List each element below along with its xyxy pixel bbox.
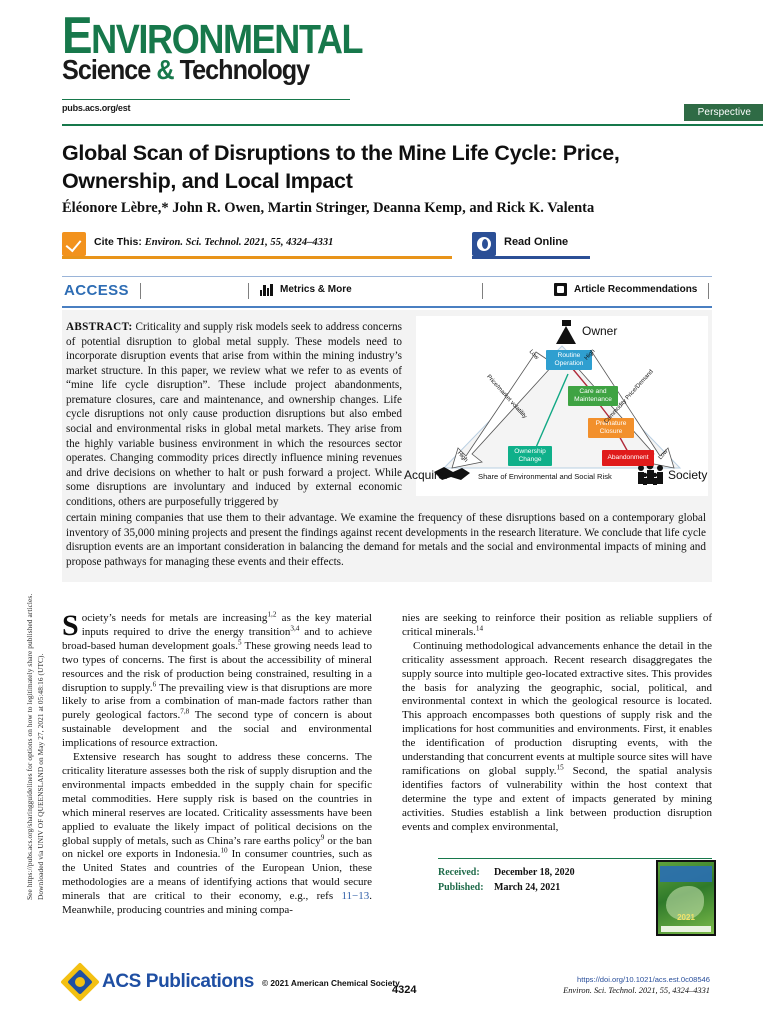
cite-this-text: Cite This: Environ. Sci. Technol. 2021, … bbox=[94, 236, 333, 248]
cite-this-citation: Environ. Sci. Technol. 2021, 55, 4324–43… bbox=[144, 237, 334, 248]
journal-logo-capital: E bbox=[62, 7, 93, 65]
received-label: Received: bbox=[438, 867, 480, 878]
metrics-more-link[interactable]: Metrics & More bbox=[280, 284, 352, 295]
author-list: Éléonore Lèbre,* John R. Owen, Martin St… bbox=[62, 200, 595, 216]
access-link[interactable]: ACCESS bbox=[64, 282, 129, 299]
body-right-paragraph-1: nies are seeking to reinforce their posi… bbox=[402, 612, 712, 638]
received-value: December 18, 2020 bbox=[494, 867, 575, 878]
cite-this-label: Cite This: bbox=[94, 236, 142, 248]
figure-node-routine-operation: Routine Operation bbox=[546, 350, 592, 370]
article-recommendations-link[interactable]: Article Recommendations bbox=[574, 284, 698, 295]
graphical-abstract: Owner Acquirer Society Share of Environm… bbox=[404, 316, 708, 496]
cover-title-band bbox=[660, 866, 712, 882]
received-row: Received: December 18, 2020 bbox=[438, 866, 718, 881]
page-title: Global Scan of Disruptions to the Mine L… bbox=[62, 141, 620, 193]
body-left-paragraph-2: Extensive research has sought to address… bbox=[62, 751, 373, 917]
paragraph: Extensive research has sought to address… bbox=[62, 751, 372, 918]
access-divider-1 bbox=[140, 283, 141, 299]
doi-link[interactable]: https://doi.org/10.1021/acs.est.0c08546 bbox=[577, 975, 710, 984]
recommendations-icon bbox=[554, 283, 567, 296]
metrics-icon bbox=[260, 284, 273, 296]
acs-publications-label: ACS Publications bbox=[102, 971, 254, 992]
abstract-part-1: Criticality and supply risk models seek … bbox=[66, 321, 402, 508]
paragraph: nies are seeking to reinforce their posi… bbox=[402, 612, 712, 640]
dates-rule bbox=[438, 858, 712, 859]
cover-year: 2021 bbox=[677, 913, 695, 922]
figure-node-ownership-change: Ownership Change bbox=[508, 446, 552, 466]
header-rule bbox=[62, 124, 763, 126]
graphical-abstract-diagram: Owner Acquirer Society Share of Environm… bbox=[404, 316, 708, 496]
paragraph: Continuing methodological advancements e… bbox=[402, 640, 712, 835]
figure-label-acquirer: Acquirer bbox=[404, 468, 449, 482]
journal-logo-rest: NVIRONMENTAL bbox=[91, 16, 363, 62]
acs-publications-logo: ACS Publications bbox=[60, 962, 254, 1002]
cover-footer-band bbox=[661, 926, 711, 932]
read-online-label: Read Online bbox=[504, 236, 569, 248]
access-divider-4 bbox=[708, 283, 709, 299]
access-divider-3 bbox=[482, 283, 483, 299]
download-sidebar: Downloaded via UNIV OF QUEENSLAND on May… bbox=[0, 0, 48, 1024]
page-number: 4324 bbox=[392, 984, 417, 996]
cover-leaf-graphic bbox=[666, 886, 704, 920]
journal-logo-science: Science bbox=[62, 53, 151, 85]
journal-logo-line2: Science & Technology bbox=[62, 53, 323, 85]
page-content: ENVIRONMENTAL Science & Technology pubs.… bbox=[48, 0, 777, 1024]
published-value: March 24, 2021 bbox=[494, 881, 561, 893]
figure-node-premature-closure: Premature Closure bbox=[588, 418, 634, 438]
body-right-paragraph-2: Continuing methodological advancements e… bbox=[402, 639, 712, 833]
journal-logo-line1: ENVIRONMENTAL bbox=[62, 10, 364, 62]
access-bar-topline bbox=[62, 276, 712, 277]
access-bar: ACCESS Metrics & More Article Recommenda… bbox=[62, 276, 712, 308]
cite-this-bar-background bbox=[62, 232, 452, 259]
published-label: Published: bbox=[438, 881, 484, 893]
figure-node-abandonment: Abandonment bbox=[602, 450, 654, 466]
figure-node-care-maintenance: Care and Maintenance bbox=[568, 386, 618, 406]
abstract-label: ABSTRACT: bbox=[66, 321, 133, 333]
globe-icon bbox=[472, 232, 496, 256]
page-footer: ACS Publications © 2021 American Chemica… bbox=[60, 962, 712, 1010]
body-left-paragraph-1: ociety’s needs for metals are increasing… bbox=[62, 610, 372, 750]
footer-citation: Environ. Sci. Technol. 2021, 55, 4324–43… bbox=[563, 986, 710, 996]
abstract-text-left: ABSTRACT: Criticality and supply risk mo… bbox=[62, 310, 410, 509]
journal-url[interactable]: pubs.acs.org/est bbox=[62, 103, 131, 113]
figure-label-owner: Owner bbox=[582, 324, 618, 338]
masthead-rule bbox=[62, 99, 350, 100]
sidebar-sharing-line: See https://pubs.acs.org/sharingguidelin… bbox=[25, 593, 34, 900]
journal-logo-technology: Technology bbox=[179, 53, 311, 85]
figure-label-society: Society bbox=[668, 468, 708, 482]
journal-cover-thumbnail: 2021 bbox=[656, 860, 716, 936]
body-column-right: nies are seeking to reinforce their posi… bbox=[402, 612, 712, 835]
check-circle-icon bbox=[62, 232, 86, 256]
journal-logo: ENVIRONMENTAL Science & Technology bbox=[62, 10, 364, 85]
copyright-text: © 2021 American Chemical Society bbox=[262, 978, 400, 988]
doi-block: https://doi.org/10.1021/acs.est.0c08546 … bbox=[563, 974, 710, 998]
journal-logo-ampersand: & bbox=[150, 53, 180, 85]
published-row: Published: March 24, 2021 bbox=[438, 881, 718, 896]
sidebar-download-line: Downloaded via UNIV OF QUEENSLAND on May… bbox=[36, 653, 45, 900]
read-online-button[interactable]: Read Online bbox=[472, 232, 590, 259]
access-divider-2 bbox=[248, 283, 249, 299]
abstract-block: Owner Acquirer Society Share of Environm… bbox=[62, 310, 712, 582]
figure-base-axis-label: Share of Environmental and Social Risk bbox=[478, 472, 612, 481]
acs-diamond-icon bbox=[60, 962, 100, 1002]
article-type-badge: Perspective bbox=[683, 104, 763, 121]
cite-this-bar[interactable]: Cite This: Environ. Sci. Technol. 2021, … bbox=[62, 232, 452, 259]
drop-cap: S bbox=[62, 609, 79, 642]
dates-block: Received: December 18, 2020 Published: Mar… bbox=[438, 858, 718, 936]
abstract-text-full: certain mining companies that use them t… bbox=[66, 512, 706, 568]
